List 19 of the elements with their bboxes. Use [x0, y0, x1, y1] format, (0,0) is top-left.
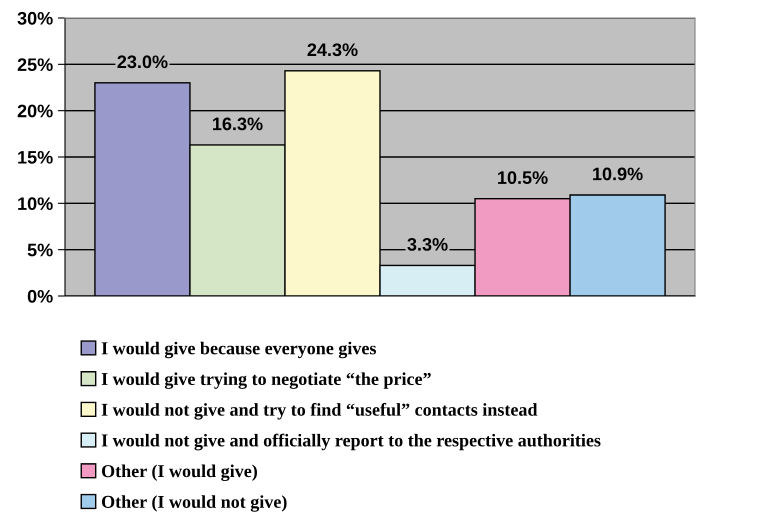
- y-tick-label: 25%: [18, 58, 53, 72]
- y-tick-label: 20%: [18, 104, 53, 118]
- legend-label: I would not give and try to find “useful” contacts instead: [102, 402, 538, 420]
- legend-label: Other (I would not give): [102, 495, 287, 512]
- data-label: 23.0%: [117, 55, 168, 68]
- legend-label: I would not give and officially report to the respective authorities: [102, 434, 601, 450]
- y-tick-label: 30%: [17, 12, 53, 25]
- y-tick-label: 0%: [28, 290, 53, 303]
- data-label: 3.3%: [407, 238, 448, 251]
- data-label: 10.9%: [593, 168, 643, 180]
- y-tick-label: 5%: [28, 244, 53, 256]
- data-label: 16.3%: [213, 117, 263, 130]
- legend-label: I would give because everyone gives: [102, 342, 376, 358]
- legend-label: I would give trying to negotiate “the price”: [102, 372, 431, 389]
- data-label: 10.5%: [498, 171, 548, 184]
- data-label: 24.3%: [308, 43, 358, 56]
- y-tick-label: 10%: [18, 197, 53, 210]
- y-tick-label: 15%: [18, 150, 53, 164]
- legend-label: Other (I would give): [102, 464, 257, 482]
